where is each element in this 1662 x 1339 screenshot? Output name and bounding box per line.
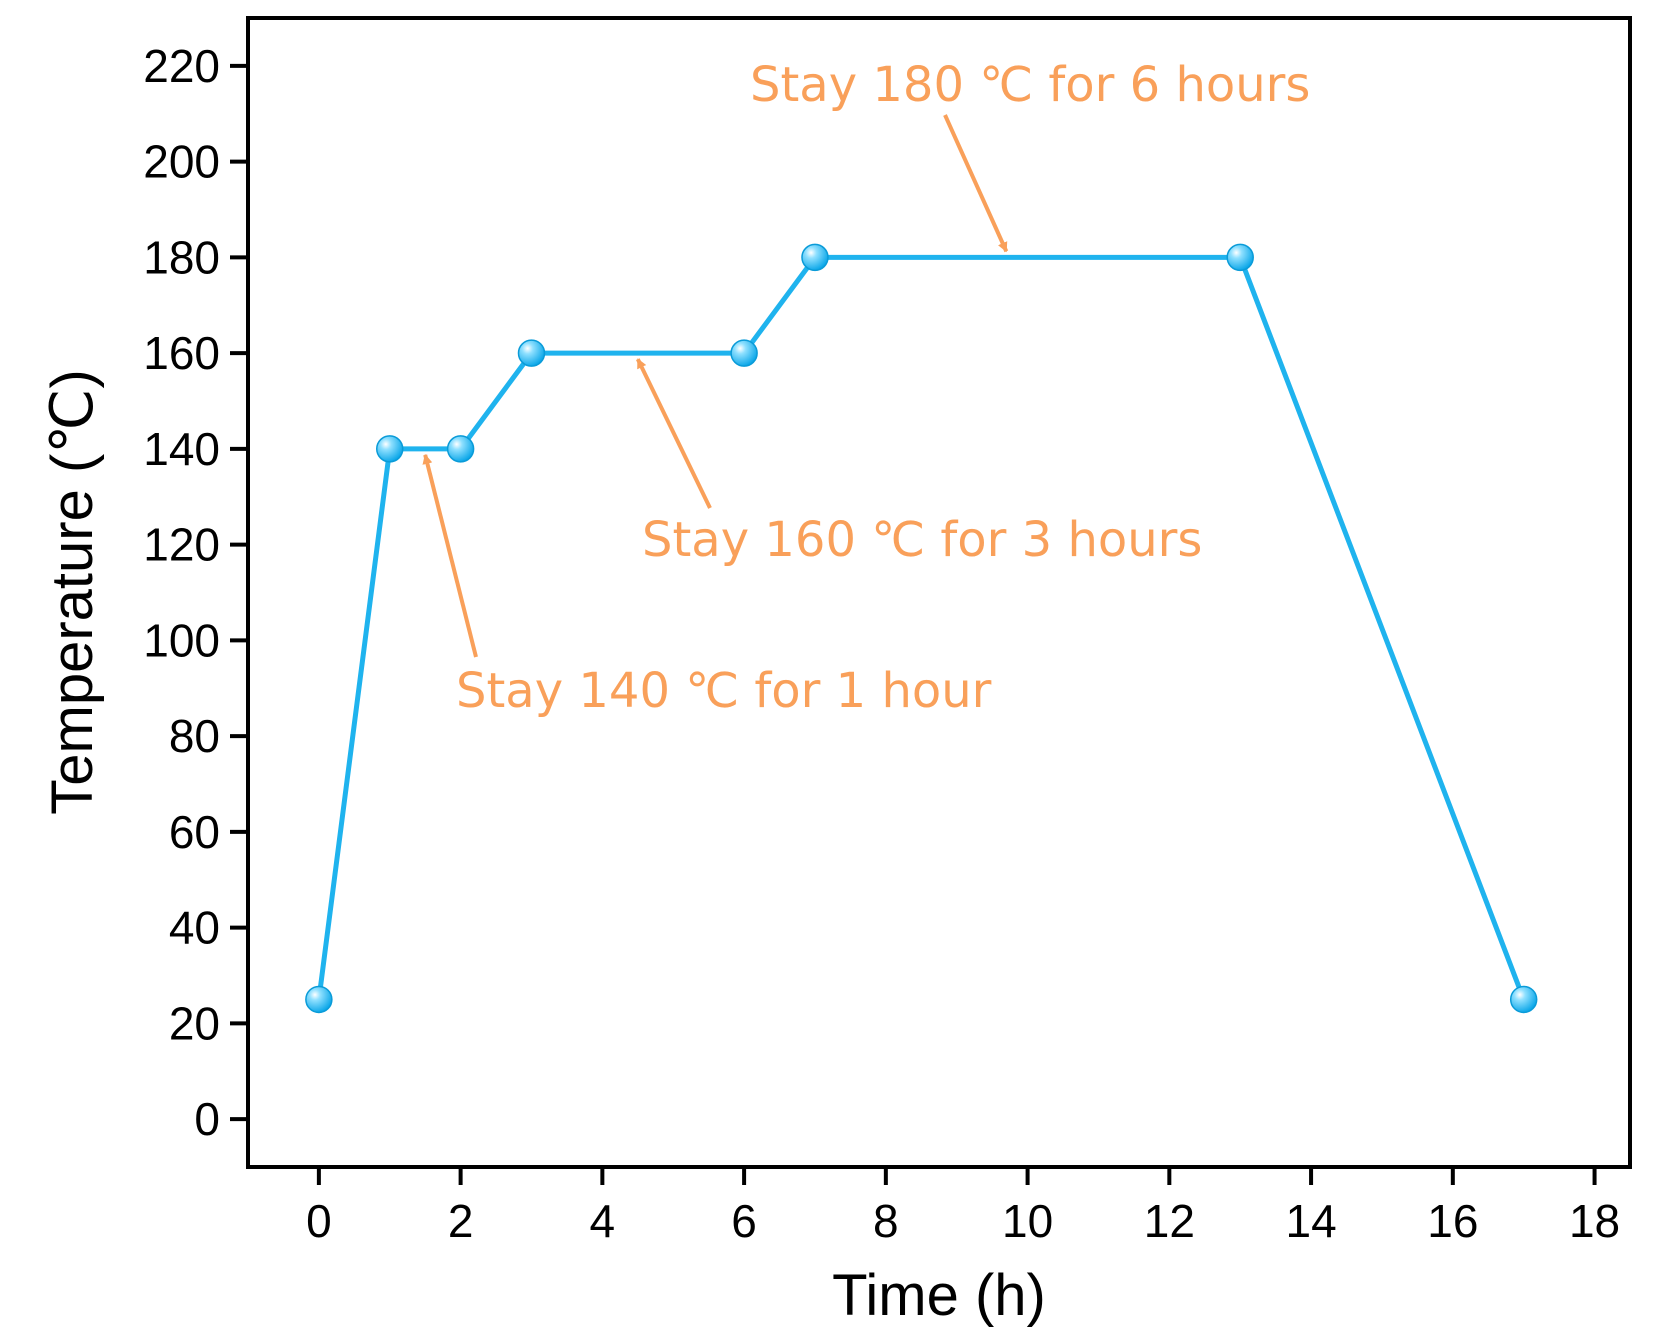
y-tick-label: 200	[143, 136, 220, 188]
y-axis-title: Temperature (℃)	[40, 369, 105, 814]
data-point	[801, 243, 829, 272]
data-point	[1509, 985, 1538, 1014]
y-tick-label: 120	[143, 519, 220, 571]
y-tick-label: 180	[143, 231, 220, 283]
y-tick-label: 100	[143, 614, 220, 666]
data-point	[1226, 243, 1254, 272]
y-tick-label: 60	[169, 806, 220, 858]
x-tick-label: 8	[873, 1195, 899, 1247]
x-tick-label: 0	[306, 1195, 332, 1247]
series-line	[316, 254, 1527, 1001]
y-tick-label: 40	[169, 902, 220, 954]
x-tick-label: 12	[1144, 1195, 1195, 1247]
y-axis-ticks: 0 20 40 60 80 100 120 140 160 180 200 220	[143, 40, 248, 1145]
x-tick-label: 4	[590, 1195, 616, 1247]
data-point	[305, 985, 333, 1014]
y-tick-label: 20	[169, 997, 220, 1049]
data-point	[730, 339, 758, 367]
x-tick-label: 14	[1285, 1195, 1336, 1247]
annotation-180: Stay 180 ℃ for 6 hours	[750, 57, 1310, 113]
data-point	[517, 339, 546, 367]
annotation-160: Stay 160 ℃ for 3 hours	[642, 512, 1202, 568]
x-tick-label: 2	[448, 1195, 474, 1247]
annotation-layer: Stay 140 ℃ for 1 hour Stay 160 ℃ for 3 h…	[422, 57, 1310, 719]
x-tick-label: 6	[731, 1195, 757, 1247]
annotation-140: Stay 140 ℃ for 1 hour	[456, 663, 992, 719]
annotation-arrow-140	[422, 453, 478, 658]
annotation-arrow-180	[943, 114, 1009, 253]
y-tick-label: 160	[143, 327, 220, 379]
x-axis-ticks: 0 2 4 6 8 10 12 14 16 18	[306, 1167, 1620, 1247]
data-point	[446, 435, 475, 463]
y-tick-label: 140	[143, 423, 220, 475]
y-tick-label: 0	[194, 1093, 220, 1145]
series-layer	[305, 243, 1538, 1014]
plot-frame	[246, 16, 1632, 1169]
y-tick-label: 220	[143, 40, 220, 92]
annotation-arrow-160	[635, 358, 712, 509]
data-point	[375, 435, 404, 463]
x-axis-title: Time (h)	[832, 1263, 1046, 1328]
x-tick-label: 10	[1002, 1195, 1053, 1247]
x-tick-label: 18	[1569, 1195, 1620, 1247]
y-tick-label: 80	[169, 710, 220, 762]
x-tick-label: 16	[1427, 1195, 1478, 1247]
